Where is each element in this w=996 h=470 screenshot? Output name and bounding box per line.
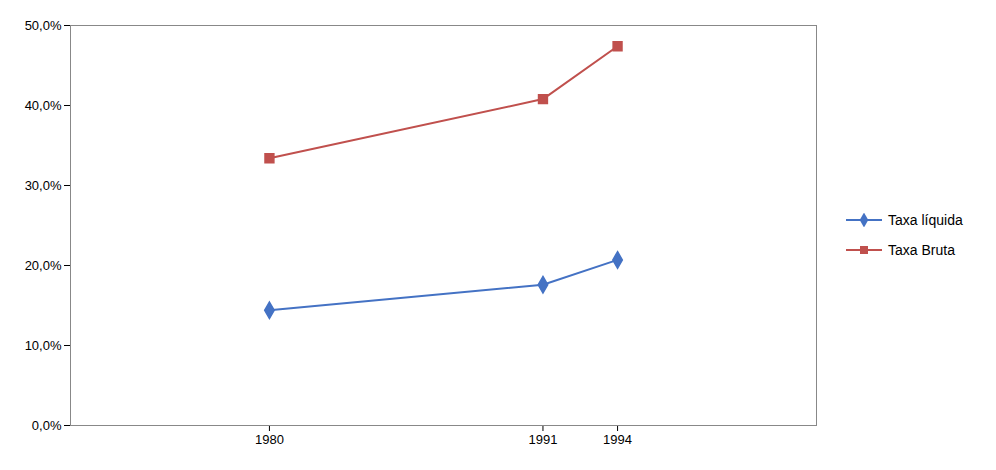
svg-text:1980: 1980: [255, 432, 284, 447]
html-text:Taxa líquida: Taxa líquida: [888, 212, 963, 228]
svg-text:1991: 1991: [529, 432, 558, 447]
svg-text:20,0%: 20,0%: [25, 258, 62, 273]
svg-text:50,0%: 50,0%: [25, 18, 62, 33]
svg-text:30,0%: 30,0%: [25, 178, 62, 193]
svg-text:40,0%: 40,0%: [25, 98, 62, 113]
html-text:Taxa Bruta: Taxa Bruta: [888, 242, 955, 258]
svg-text:1994: 1994: [603, 432, 632, 447]
svg-text:0,0%: 0,0%: [32, 418, 62, 433]
svg-text:10,0%: 10,0%: [25, 338, 62, 353]
